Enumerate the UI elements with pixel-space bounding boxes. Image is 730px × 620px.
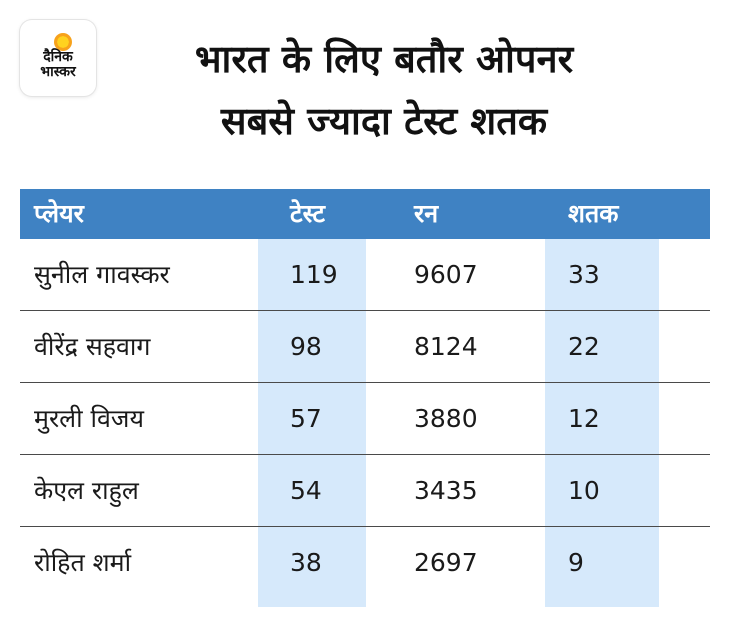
centuries-cell: 33: [568, 260, 600, 289]
header-centuries: शतक: [568, 199, 619, 228]
row-divider: [20, 310, 710, 311]
tests-cell: 119: [290, 260, 338, 289]
centuries-cell: 9: [568, 548, 584, 577]
row-divider: [20, 454, 710, 455]
player-cell: केएल राहुल: [34, 476, 139, 505]
table-row: केएल राहुल 54 3435 10: [20, 455, 710, 527]
centuries-cell: 12: [568, 404, 600, 433]
logo-line-1: दैनिक: [43, 49, 73, 65]
sun-icon: [54, 33, 72, 51]
dainik-bhaskar-logo: दैनिक भास्कर: [20, 20, 96, 96]
header-tests: टेस्ट: [290, 199, 325, 228]
runs-cell: 9607: [414, 260, 478, 289]
title-line-2: सबसे ज्यादा टेस्ट शतक: [220, 99, 548, 143]
centuries-column-highlight: [545, 239, 659, 607]
runs-cell: 3880: [414, 404, 478, 433]
table-row: सुनील गावस्कर 119 9607 33: [20, 239, 710, 311]
header-player: प्लेयर: [34, 199, 84, 228]
centuries-cell: 10: [568, 476, 600, 505]
tests-cell: 38: [290, 548, 322, 577]
table-row: रोहित शर्मा 38 2697 9: [20, 527, 710, 599]
table-row: वीरेंद्र सहवाग 98 8124 22: [20, 311, 710, 383]
player-cell: रोहित शर्मा: [34, 548, 132, 577]
tests-column-highlight: [258, 239, 366, 607]
logo-text: दैनिक भास्कर: [40, 50, 75, 80]
centuries-cell: 22: [568, 332, 600, 361]
row-divider: [20, 526, 710, 527]
runs-cell: 2697: [414, 548, 478, 577]
chart-title: भारत के लिए बतौर ओपनर सबसे ज्यादा टेस्ट …: [104, 28, 664, 152]
tests-cell: 54: [290, 476, 322, 505]
runs-cell: 8124: [414, 332, 478, 361]
table-row: मुरली विजय 57 3880 12: [20, 383, 710, 455]
stats-table: प्लेयर टेस्ट रन शतक सुनील गावस्कर 119 9607…: [20, 189, 710, 607]
player-cell: सुनील गावस्कर: [34, 260, 170, 289]
player-cell: वीरेंद्र सहवाग: [34, 332, 151, 361]
row-divider: [20, 382, 710, 383]
tests-cell: 98: [290, 332, 322, 361]
header-runs: रन: [414, 199, 439, 228]
title-line-1: भारत के लिए बतौर ओपनर: [194, 37, 574, 81]
player-cell: मुरली विजय: [34, 404, 144, 433]
runs-cell: 3435: [414, 476, 478, 505]
tests-cell: 57: [290, 404, 322, 433]
table-header: प्लेयर टेस्ट रन शतक: [20, 189, 710, 239]
logo-line-2: भास्कर: [40, 64, 76, 80]
